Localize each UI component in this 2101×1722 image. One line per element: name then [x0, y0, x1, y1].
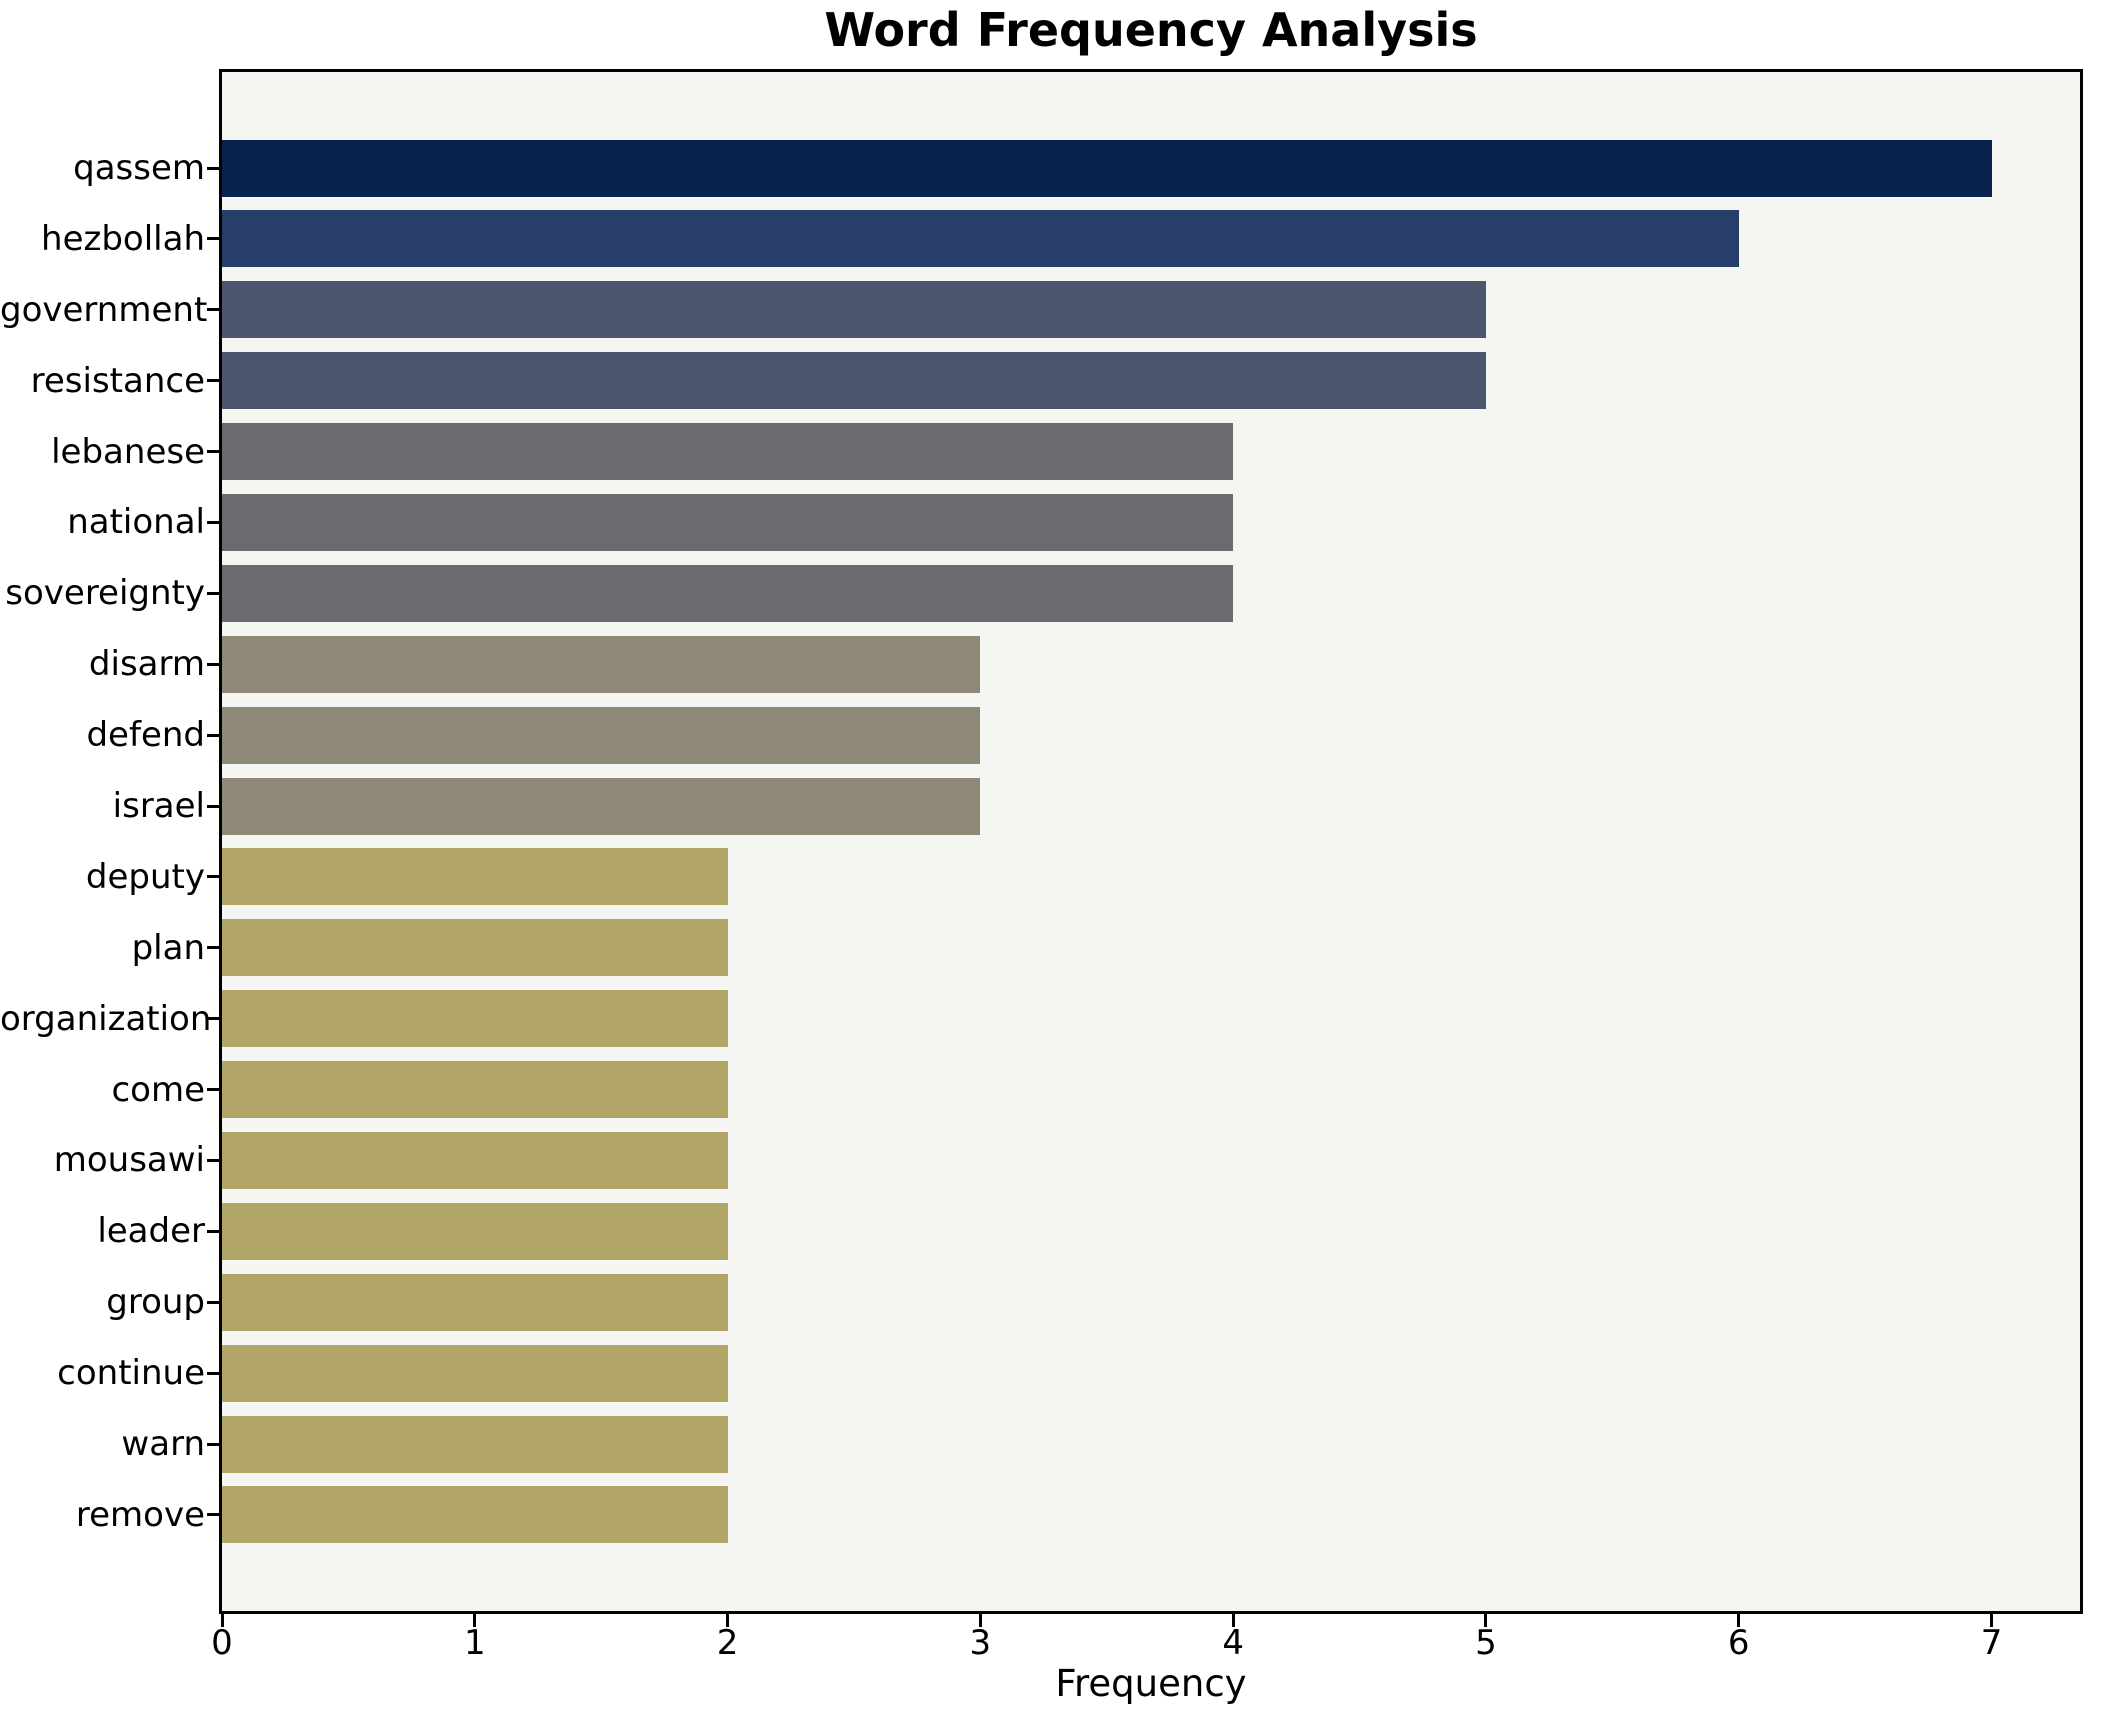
bar-sovereignty [222, 564, 1234, 622]
x-tick-mark [1737, 1614, 1741, 1627]
x-tick-mark [1484, 1614, 1488, 1627]
y-tick-mark [207, 946, 220, 950]
y-tick-mark [207, 450, 220, 454]
plot-area [219, 69, 2083, 1614]
y-tick-mark [207, 379, 220, 383]
y-tick-label: deputy [85, 856, 205, 897]
y-tick-label: resistance [30, 360, 205, 401]
x-tick-mark [978, 1614, 982, 1627]
x-tick-label: 5 [1475, 1623, 1497, 1663]
y-tick-mark [207, 1371, 220, 1375]
y-tick-mark [207, 662, 220, 666]
y-tick-label: continue [57, 1353, 205, 1394]
y-tick-label: israel [112, 786, 205, 826]
x-tick-label: 1 [463, 1623, 486, 1663]
y-tick-mark [207, 1442, 220, 1446]
y-tick-label: disarm [88, 644, 205, 685]
bar-resistance [222, 352, 1486, 410]
x-tick-label: 7 [1980, 1623, 2003, 1663]
bar-come [222, 1061, 728, 1119]
y-tick-label: warn [121, 1424, 205, 1465]
y-tick-mark [207, 520, 220, 524]
x-tick-mark [473, 1614, 477, 1627]
bar-leader [222, 1202, 728, 1260]
y-tick-mark [207, 1017, 220, 1021]
bar-deputy [222, 848, 728, 906]
y-tick-label: hezbollah [41, 218, 205, 259]
bar-plan [222, 919, 728, 977]
bar-defend [222, 706, 981, 764]
y-tick-label: plan [131, 927, 205, 968]
y-tick-label: lebanese [51, 431, 205, 472]
y-tick-label: organization [0, 998, 212, 1039]
bar-national [222, 493, 1234, 551]
x-tick-mark [1990, 1614, 1994, 1627]
x-tick-label: 3 [969, 1623, 992, 1663]
y-tick-label: remove [75, 1494, 205, 1535]
x-tick-label: 0 [211, 1623, 233, 1663]
y-tick-mark [207, 591, 220, 595]
x-axis-label: Frequency [1055, 1662, 1247, 1705]
y-tick-mark [207, 308, 220, 312]
y-tick-mark [207, 875, 220, 879]
x-tick-mark [726, 1614, 730, 1627]
bar-disarm [222, 635, 981, 693]
bar-warn [222, 1415, 728, 1473]
y-tick-label: qassem [73, 148, 205, 188]
y-tick-mark [207, 1088, 220, 1092]
bar-remove [222, 1486, 728, 1544]
y-tick-mark [207, 804, 220, 808]
y-tick-mark [207, 1158, 220, 1162]
y-tick-label: defend [86, 715, 205, 756]
y-tick-label: group [106, 1282, 205, 1323]
y-tick-mark [207, 166, 220, 170]
y-tick-label: come [111, 1069, 205, 1110]
y-tick-mark [207, 1300, 220, 1304]
y-tick-mark [207, 733, 220, 737]
y-tick-mark [207, 1229, 220, 1233]
bar-continue [222, 1344, 728, 1402]
y-tick-label: leader [97, 1211, 205, 1252]
bar-government [222, 281, 1486, 339]
bar-group [222, 1273, 728, 1331]
x-tick-mark [1231, 1614, 1235, 1627]
x-tick-label: 2 [716, 1623, 739, 1663]
x-tick-mark [220, 1614, 224, 1627]
y-tick-label: national [67, 502, 205, 543]
x-tick-label: 4 [1222, 1623, 1244, 1663]
chart-title: Word Frequency Analysis [824, 3, 1478, 57]
x-tick-label: 6 [1727, 1623, 1750, 1663]
bar-israel [222, 777, 981, 835]
y-tick-mark [207, 1513, 220, 1517]
y-tick-label: government [0, 289, 208, 330]
y-tick-label: sovereignty [5, 573, 205, 614]
bar-mousawi [222, 1131, 728, 1189]
bar-qassem [222, 139, 1992, 197]
bar-organization [222, 990, 728, 1048]
bar-hezbollah [222, 210, 1739, 268]
y-tick-mark [207, 237, 220, 241]
y-tick-label: mousawi [53, 1140, 205, 1181]
bar-lebanese [222, 423, 1234, 481]
